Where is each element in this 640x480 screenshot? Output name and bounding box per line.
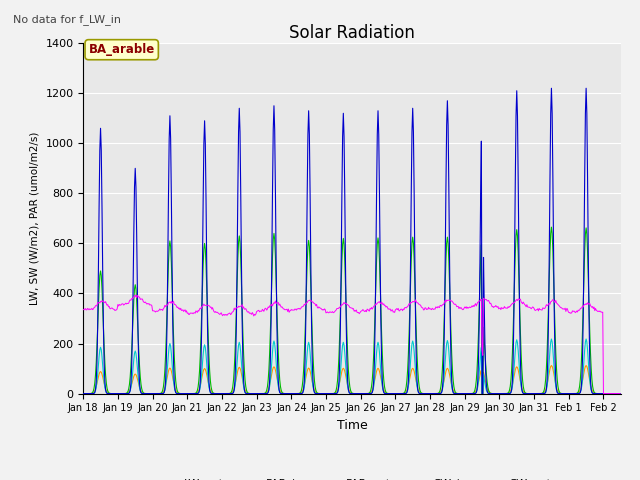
SW_in (79, 391, 87, 396)
PAR_in (154, 391, 162, 396)
PAR_in (616, 391, 624, 396)
X-axis label: Time: Time (337, 419, 367, 432)
SW_in (478, 391, 486, 396)
SW_in (548, 224, 556, 230)
PAR_in (478, 391, 486, 396)
Line: PAR_out: PAR_out (83, 339, 620, 394)
SW_out (308, 379, 316, 385)
PAR_in (548, 85, 556, 91)
PAR_in (465, 391, 472, 396)
Line: LW_out: LW_out (83, 295, 620, 394)
SW_out (616, 391, 624, 396)
SW_in (329, 391, 337, 396)
Y-axis label: LW, SW (W/m2), PAR (umol/m2/s): LW, SW (W/m2), PAR (umol/m2/s) (30, 132, 40, 305)
SW_out (154, 391, 162, 396)
LW_out (330, 310, 337, 315)
Line: SW_in: SW_in (83, 227, 620, 394)
PAR_in (329, 391, 337, 396)
SW_out (478, 391, 486, 396)
SW_in (477, 242, 485, 248)
SW_in (308, 332, 316, 338)
PAR_out (548, 336, 556, 342)
LW_out (600, 391, 607, 396)
LW_out (465, 305, 473, 311)
SW_out (465, 391, 472, 396)
PAR_out (478, 391, 486, 396)
SW_in (616, 391, 624, 396)
LW_out (156, 307, 163, 313)
LW_out (309, 299, 317, 305)
PAR_in (308, 359, 316, 364)
SW_out (477, 367, 485, 373)
SW_out (81, 391, 89, 396)
Text: BA_arable: BA_arable (88, 43, 155, 56)
PAR_in (477, 138, 485, 144)
PAR_in (79, 391, 87, 396)
PAR_out (329, 391, 337, 396)
LW_out (132, 292, 140, 298)
Text: No data for f_LW_in: No data for f_LW_in (13, 14, 121, 25)
SW_out (79, 391, 87, 396)
PAR_out (154, 391, 162, 396)
PAR_out (308, 378, 316, 384)
PAR_out (465, 391, 472, 396)
SW_in (154, 391, 162, 396)
LW_out (616, 391, 624, 396)
SW_out (548, 363, 556, 369)
LW_out (478, 348, 486, 353)
PAR_out (616, 391, 624, 396)
SW_in (465, 391, 472, 396)
LW_out (79, 307, 87, 312)
PAR_out (79, 391, 87, 396)
PAR_out (81, 391, 89, 396)
SW_out (329, 391, 337, 396)
SW_in (81, 391, 89, 396)
LW_out (81, 306, 89, 312)
Line: PAR_in: PAR_in (83, 88, 620, 394)
PAR_out (477, 345, 485, 350)
Line: SW_out: SW_out (83, 366, 620, 394)
PAR_in (81, 391, 89, 396)
Legend: LW_out, PAR_in, PAR_out, SW_in, SW_out: LW_out, PAR_in, PAR_out, SW_in, SW_out (148, 473, 556, 480)
Title: Solar Radiation: Solar Radiation (289, 24, 415, 42)
